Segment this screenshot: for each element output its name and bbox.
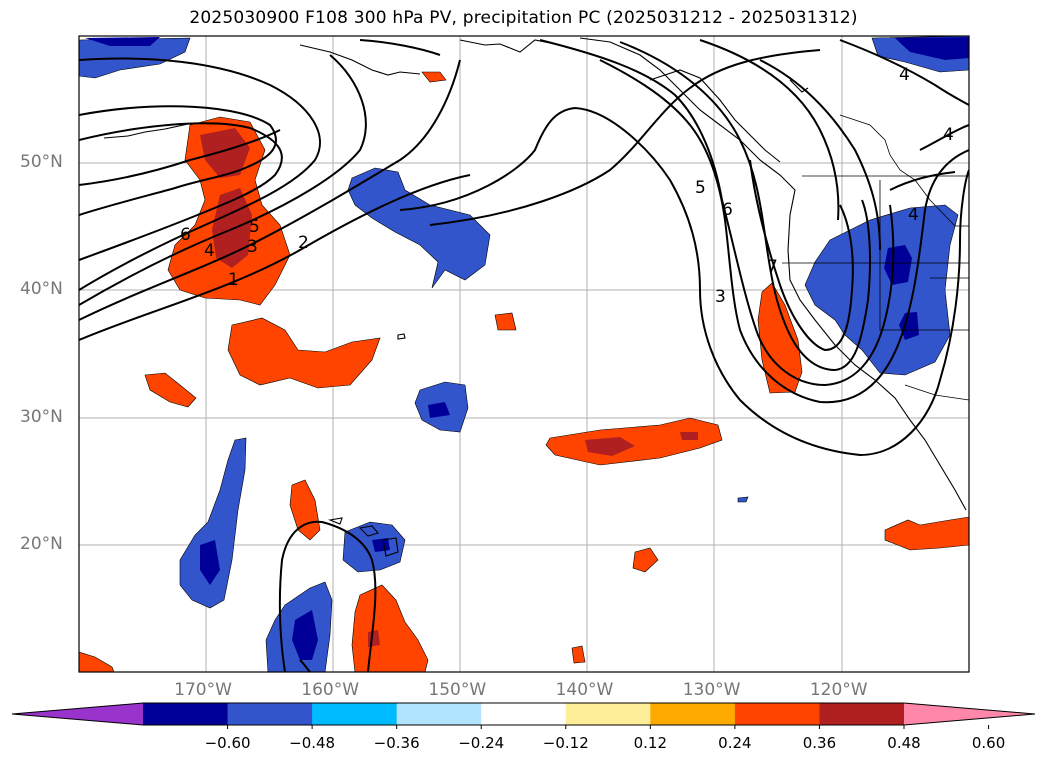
longitude-label: 170°W xyxy=(174,680,232,700)
contour-label: 5 xyxy=(249,217,260,237)
colorbar-tick-label: 0.12 xyxy=(633,734,668,752)
contour-label: 4 xyxy=(943,125,954,145)
contour-label: 6 xyxy=(180,225,191,245)
map-plot-area: 1 2 3 4 5 6 5 6 7 3 4 4 4 xyxy=(79,36,969,672)
colorbar-tick-label: −0.36 xyxy=(373,734,420,752)
longitude-label: 150°W xyxy=(428,680,487,700)
contour-label: 3 xyxy=(247,237,258,257)
contour-label: 7 xyxy=(767,257,778,277)
colorbar-segment xyxy=(227,703,313,725)
colorbar-tick-label: 0.36 xyxy=(802,734,837,752)
positive-pc-regions xyxy=(79,71,969,672)
colorbar-tick-label: −0.24 xyxy=(458,734,505,752)
longitude-label: 120°W xyxy=(809,680,868,700)
colorbar-tick-label: 0.24 xyxy=(718,734,752,752)
colorbar-segment xyxy=(734,703,820,725)
contour-label: 3 xyxy=(715,287,726,307)
colorbar-tick-label: −0.12 xyxy=(542,734,589,752)
colorbar-segment xyxy=(481,703,567,725)
colorbar-tick-label: 0.48 xyxy=(887,734,921,752)
colorbar-segment xyxy=(819,703,905,725)
colorbar-segment xyxy=(396,703,482,725)
colorbar-tick-label: −0.60 xyxy=(204,734,251,752)
contour-label: 4 xyxy=(204,241,215,261)
contour-label: 5 xyxy=(695,178,706,198)
coastlines xyxy=(103,37,967,557)
latitude-label: 30°N xyxy=(20,406,63,427)
map-title: 2025030900 F108 300 hPa PV, precipitatio… xyxy=(189,8,858,28)
longitude-label: 130°W xyxy=(682,680,741,700)
longitude-label: 140°W xyxy=(555,680,614,700)
contour-labels: 1 2 3 4 5 6 5 6 7 3 4 4 4 xyxy=(180,65,954,307)
contour-label: 6 xyxy=(722,200,733,220)
colorbar-segment xyxy=(650,703,736,725)
colorbar-segment xyxy=(143,703,229,725)
contour-label: 4 xyxy=(899,65,910,85)
colorbar xyxy=(11,702,1036,729)
latitude-label: 40°N xyxy=(20,279,63,300)
colorbar-segment xyxy=(312,703,398,725)
contour-label: 1 xyxy=(228,270,239,290)
latitude-label: 50°N xyxy=(20,152,63,173)
contour-label: 2 xyxy=(298,233,309,253)
map-frame xyxy=(78,35,970,673)
longitude-label: 160°W xyxy=(301,680,360,700)
pv-contours xyxy=(79,39,969,672)
colorbar-tick-label: −0.48 xyxy=(289,734,336,752)
latitude-label: 20°N xyxy=(20,533,63,554)
contour-label: 4 xyxy=(908,205,919,225)
colorbar-extend-high xyxy=(904,703,1035,725)
colorbar-outline xyxy=(11,702,1036,726)
colorbar-tick-label: 0.60 xyxy=(971,734,1006,752)
colorbar-segment xyxy=(565,703,651,725)
colorbar-extend-low xyxy=(12,703,143,725)
